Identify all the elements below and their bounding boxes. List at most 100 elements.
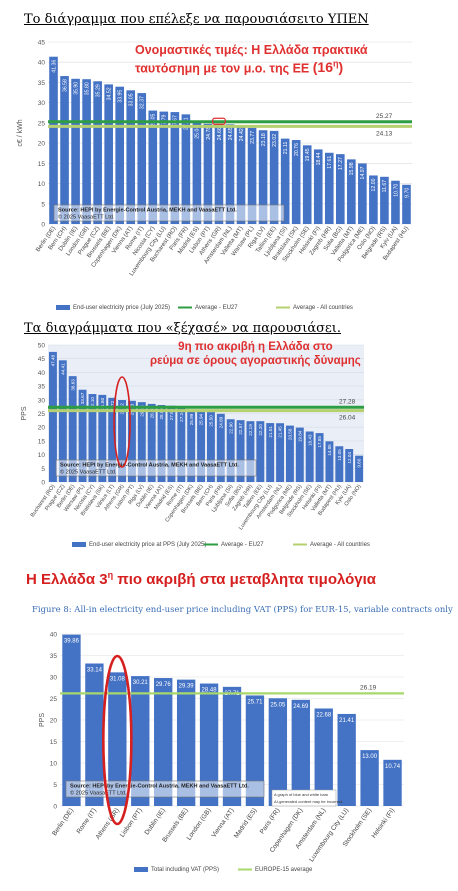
chart2-bar [167, 405, 176, 482]
chart2-bar [58, 360, 67, 482]
chart2-source-text: Source: HEPI by Energie-Control Austria,… [60, 463, 239, 469]
chart1-ytick-label: 10 [38, 181, 46, 188]
chart3-source-box: Source: HEPI by Energie-Control Austria,… [65, 780, 265, 798]
chart1-ytick-label: 30 [38, 100, 46, 107]
chart3-category-label: Berlin (DE) [51, 807, 75, 837]
chart2-value-label: 22.57 [238, 423, 243, 435]
chart1-value-label: 35.90 [73, 82, 79, 95]
chart2-copyright-text: © 2025 VaasaETT Ltd. [60, 469, 117, 476]
chart2-legend: End-user electricity price at PPS (July … [72, 542, 370, 548]
chart1-bar [82, 79, 91, 224]
ai-stamp-text: A graph of blue and white bars [274, 792, 328, 797]
chart2-bar [305, 431, 314, 482]
chart2-value-label: 20.58 [288, 428, 293, 440]
ai-stamp-bg [271, 789, 337, 807]
chart1-ytick-label: 35 [38, 80, 46, 87]
chart3-ytick-label: 20 [50, 718, 58, 725]
chart3-bar [176, 679, 196, 806]
chart3-bar [383, 759, 402, 806]
chart3-bar [337, 713, 356, 806]
chart2-bar [276, 423, 285, 482]
chart1-bar [104, 84, 113, 225]
chart3-ylabel: PPS [39, 713, 46, 727]
greece-highlight-ellipse [113, 376, 131, 468]
chart1-legend-label: End-user electricity price (July 2025) [73, 305, 170, 311]
annotation-nominal-line1: Ονομαστικές τιμές: Η Ελλάδα πρακτικά [135, 43, 368, 57]
chart1-ytick-label: 0 [41, 222, 45, 229]
chart3-value-label: 28.48 [202, 688, 218, 694]
chart1-bar [148, 110, 158, 224]
chart2-bar [246, 421, 255, 482]
chart1-bar [324, 152, 334, 224]
chart1-legend-label: Average - All countries [293, 305, 353, 311]
chart2-ytick-label: 10 [38, 452, 46, 459]
chart2-value-label: 22.20 [258, 424, 263, 436]
chart2-bar [78, 389, 87, 482]
chart1-legend-label: Average - EU27 [195, 305, 238, 311]
chart3-ytick-label: 30 [50, 675, 58, 682]
chart2-value-label: 18.43 [307, 434, 312, 446]
chart2-bar [137, 402, 146, 482]
chart1-bar [402, 184, 411, 224]
chart3-category-label: Luxembourg City (LU) [308, 807, 350, 863]
chart1-bar [181, 114, 191, 224]
chart3-value-label: 25.71 [247, 699, 263, 705]
chart1-bar [247, 127, 257, 224]
chart2-ytick-label: 40 [38, 370, 46, 377]
annotation-nominal-line2-row: ταυτόσημη με τον μ.ο. της ΕΕ (16η) [135, 59, 368, 77]
chart3-category-label: Madrid (ES) [233, 807, 259, 839]
annotation-pps-line1: 9η πιο ακριβή η Ελλάδα στο [178, 341, 333, 353]
annotation-pps: 9η πιο ακριβή η Ελλάδα στο ρεύμα σε όρου… [150, 340, 361, 369]
chart1-value-label: 33.05 [129, 93, 135, 106]
chart3-value-label: 13.00 [362, 754, 378, 760]
chart1-legend: End-user electricity price (July 2025) Av… [56, 305, 353, 311]
chart2-avg-value: 26.04 [339, 415, 356, 422]
chart1-value-label: 24.65 [228, 127, 234, 140]
chart2-value-label: 25.99 [189, 413, 194, 425]
chart1-value-label: 9.70 [404, 188, 410, 198]
chart1-bar [380, 176, 389, 224]
greece-highlight-ellipse-2 [102, 654, 133, 826]
chart2-bar [108, 397, 117, 482]
chart3-bar [131, 676, 150, 806]
chart1-bar [336, 154, 345, 224]
chart3-bar [314, 708, 333, 806]
greece-highlight-box [212, 117, 226, 125]
chart3-category-label: Paris (FR) [259, 807, 282, 835]
figure-8-title: Figure 8: All-in electricity end-user pr… [32, 605, 453, 615]
chart3-category-label: Dublin (IE) [143, 807, 166, 836]
chart1-bar [236, 125, 246, 224]
chart2-avg-value: 27.28 [339, 398, 356, 405]
chart1-bar [159, 111, 169, 224]
chart2-bar [98, 394, 107, 482]
chart2-bar [187, 410, 196, 482]
chart1-bar [49, 56, 58, 225]
chart2-bar [315, 433, 324, 482]
chart1-bar [71, 78, 80, 224]
chart1-copyright-text: © 2025 VaasaETT Ltd. [58, 214, 115, 221]
chart2-bar [345, 449, 354, 482]
chart1-value-label: 23.18 [261, 133, 267, 146]
chart1-value-label: 35.29 [95, 84, 101, 97]
chart2-ytick-label: 30 [38, 397, 46, 404]
chart1-value-label: 41.36 [51, 60, 57, 73]
chart1-value-label: 15.98 [349, 162, 355, 175]
chart1-ytick-label: 40 [38, 60, 46, 67]
chart1-value-label: 17.27 [338, 157, 344, 170]
chart3-value-label: 29.76 [156, 682, 172, 688]
chart3-value-label: 10.74 [385, 764, 401, 770]
chart2-value-label: 21.45 [278, 426, 283, 438]
chart3-value-label: 25.05 [270, 702, 286, 708]
chart3-category-label: Helsinki (FI) [371, 807, 397, 839]
chart3-group: 0 5 10 15 20 25 30 35 40 PPS 39.86 Berlin (DE) 33.14… [39, 632, 404, 873]
chart1-source-box: Source: HEPI by Energie-Control Austria,… [53, 204, 285, 222]
chart1-bar [391, 180, 400, 224]
chart1-bar [115, 86, 124, 225]
chart3-bar [62, 634, 81, 806]
chart1-bar [313, 149, 323, 224]
chart3-category-label: Lisbon (PT) [119, 807, 144, 839]
chart2-bar [48, 351, 57, 482]
chart2-value-label: 33.67 [80, 392, 85, 404]
chart3-bar [291, 699, 310, 806]
chart1-value-label: 24.42 [239, 128, 245, 141]
